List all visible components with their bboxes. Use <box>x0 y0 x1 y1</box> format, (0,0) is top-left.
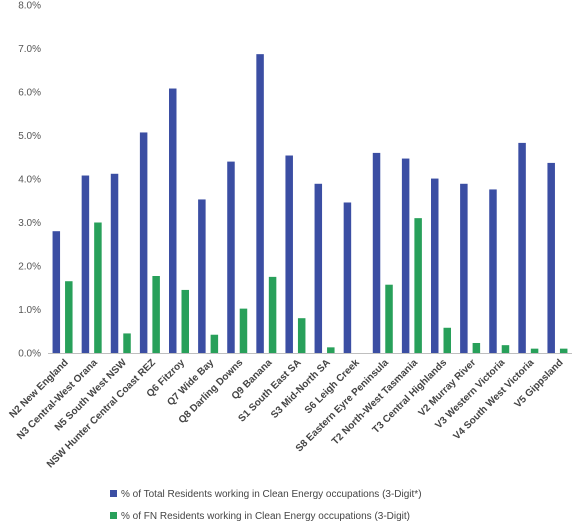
bar-total-residents <box>372 152 381 353</box>
bar-total-residents <box>431 178 439 353</box>
bar-total-residents <box>547 162 555 353</box>
bar-total-residents <box>227 161 235 353</box>
bar-fn-residents <box>414 218 422 353</box>
bar-total-residents <box>285 155 293 353</box>
y-tick-label: 4.0% <box>18 175 41 186</box>
bar-fn-residents <box>443 327 451 353</box>
bar-fn-residents <box>559 348 568 353</box>
bar-total-residents <box>460 183 468 353</box>
bar-total-residents <box>52 231 61 353</box>
bar-fn-residents <box>472 342 481 353</box>
bar-fn-residents <box>152 276 160 353</box>
bar-fn-residents <box>94 222 102 353</box>
legend-swatch <box>110 490 117 497</box>
bar-fn-residents <box>239 308 248 353</box>
bar-total-residents <box>110 173 119 353</box>
bars <box>52 54 568 354</box>
bar-total-residents <box>343 202 352 353</box>
bar-total-residents <box>169 88 177 354</box>
bar-fn-residents <box>123 333 131 353</box>
bar-fn-residents <box>268 276 277 353</box>
y-tick-label: 6.0% <box>18 88 41 99</box>
bar-fn-residents <box>501 345 510 353</box>
bar-total-residents <box>314 183 323 353</box>
bar-total-residents <box>401 158 410 353</box>
y-tick-label: 8.0% <box>18 1 41 12</box>
y-tick-label: 5.0% <box>18 131 41 142</box>
legend-label: % of FN Residents working in Clean Energ… <box>121 511 410 522</box>
y-tick-label: 0.0% <box>18 349 41 360</box>
bar-fn-residents <box>327 347 335 353</box>
bar-fn-residents <box>210 334 219 353</box>
bar-fn-residents <box>385 284 393 353</box>
y-tick-label: 1.0% <box>18 305 41 316</box>
bar-total-residents <box>81 175 90 353</box>
bar-total-residents <box>256 54 264 353</box>
bar-fn-residents <box>181 289 189 353</box>
x-tick-label: NSW Hunter Central Coast REZ <box>45 357 158 470</box>
legend-label: % of Total Residents working in Clean En… <box>121 489 422 500</box>
bar-total-residents <box>518 142 526 353</box>
legend: % of Total Residents working in Clean En… <box>110 489 422 522</box>
bar-total-residents <box>139 132 148 353</box>
bar-fn-residents <box>530 348 539 353</box>
bar-fn-residents <box>297 318 306 353</box>
y-axis: 0.0% 1.0% 2.0% 3.0% 4.0% 5.0% 6.0% 7.0% 8.0% <box>18 1 41 360</box>
y-tick-label: 3.0% <box>18 218 41 229</box>
bar-total-residents <box>489 189 497 353</box>
bar-total-residents <box>198 199 206 353</box>
y-tick-label: 7.0% <box>18 44 41 55</box>
legend-swatch <box>110 512 117 519</box>
bar-fn-residents <box>65 281 73 353</box>
y-tick-label: 2.0% <box>18 262 41 273</box>
